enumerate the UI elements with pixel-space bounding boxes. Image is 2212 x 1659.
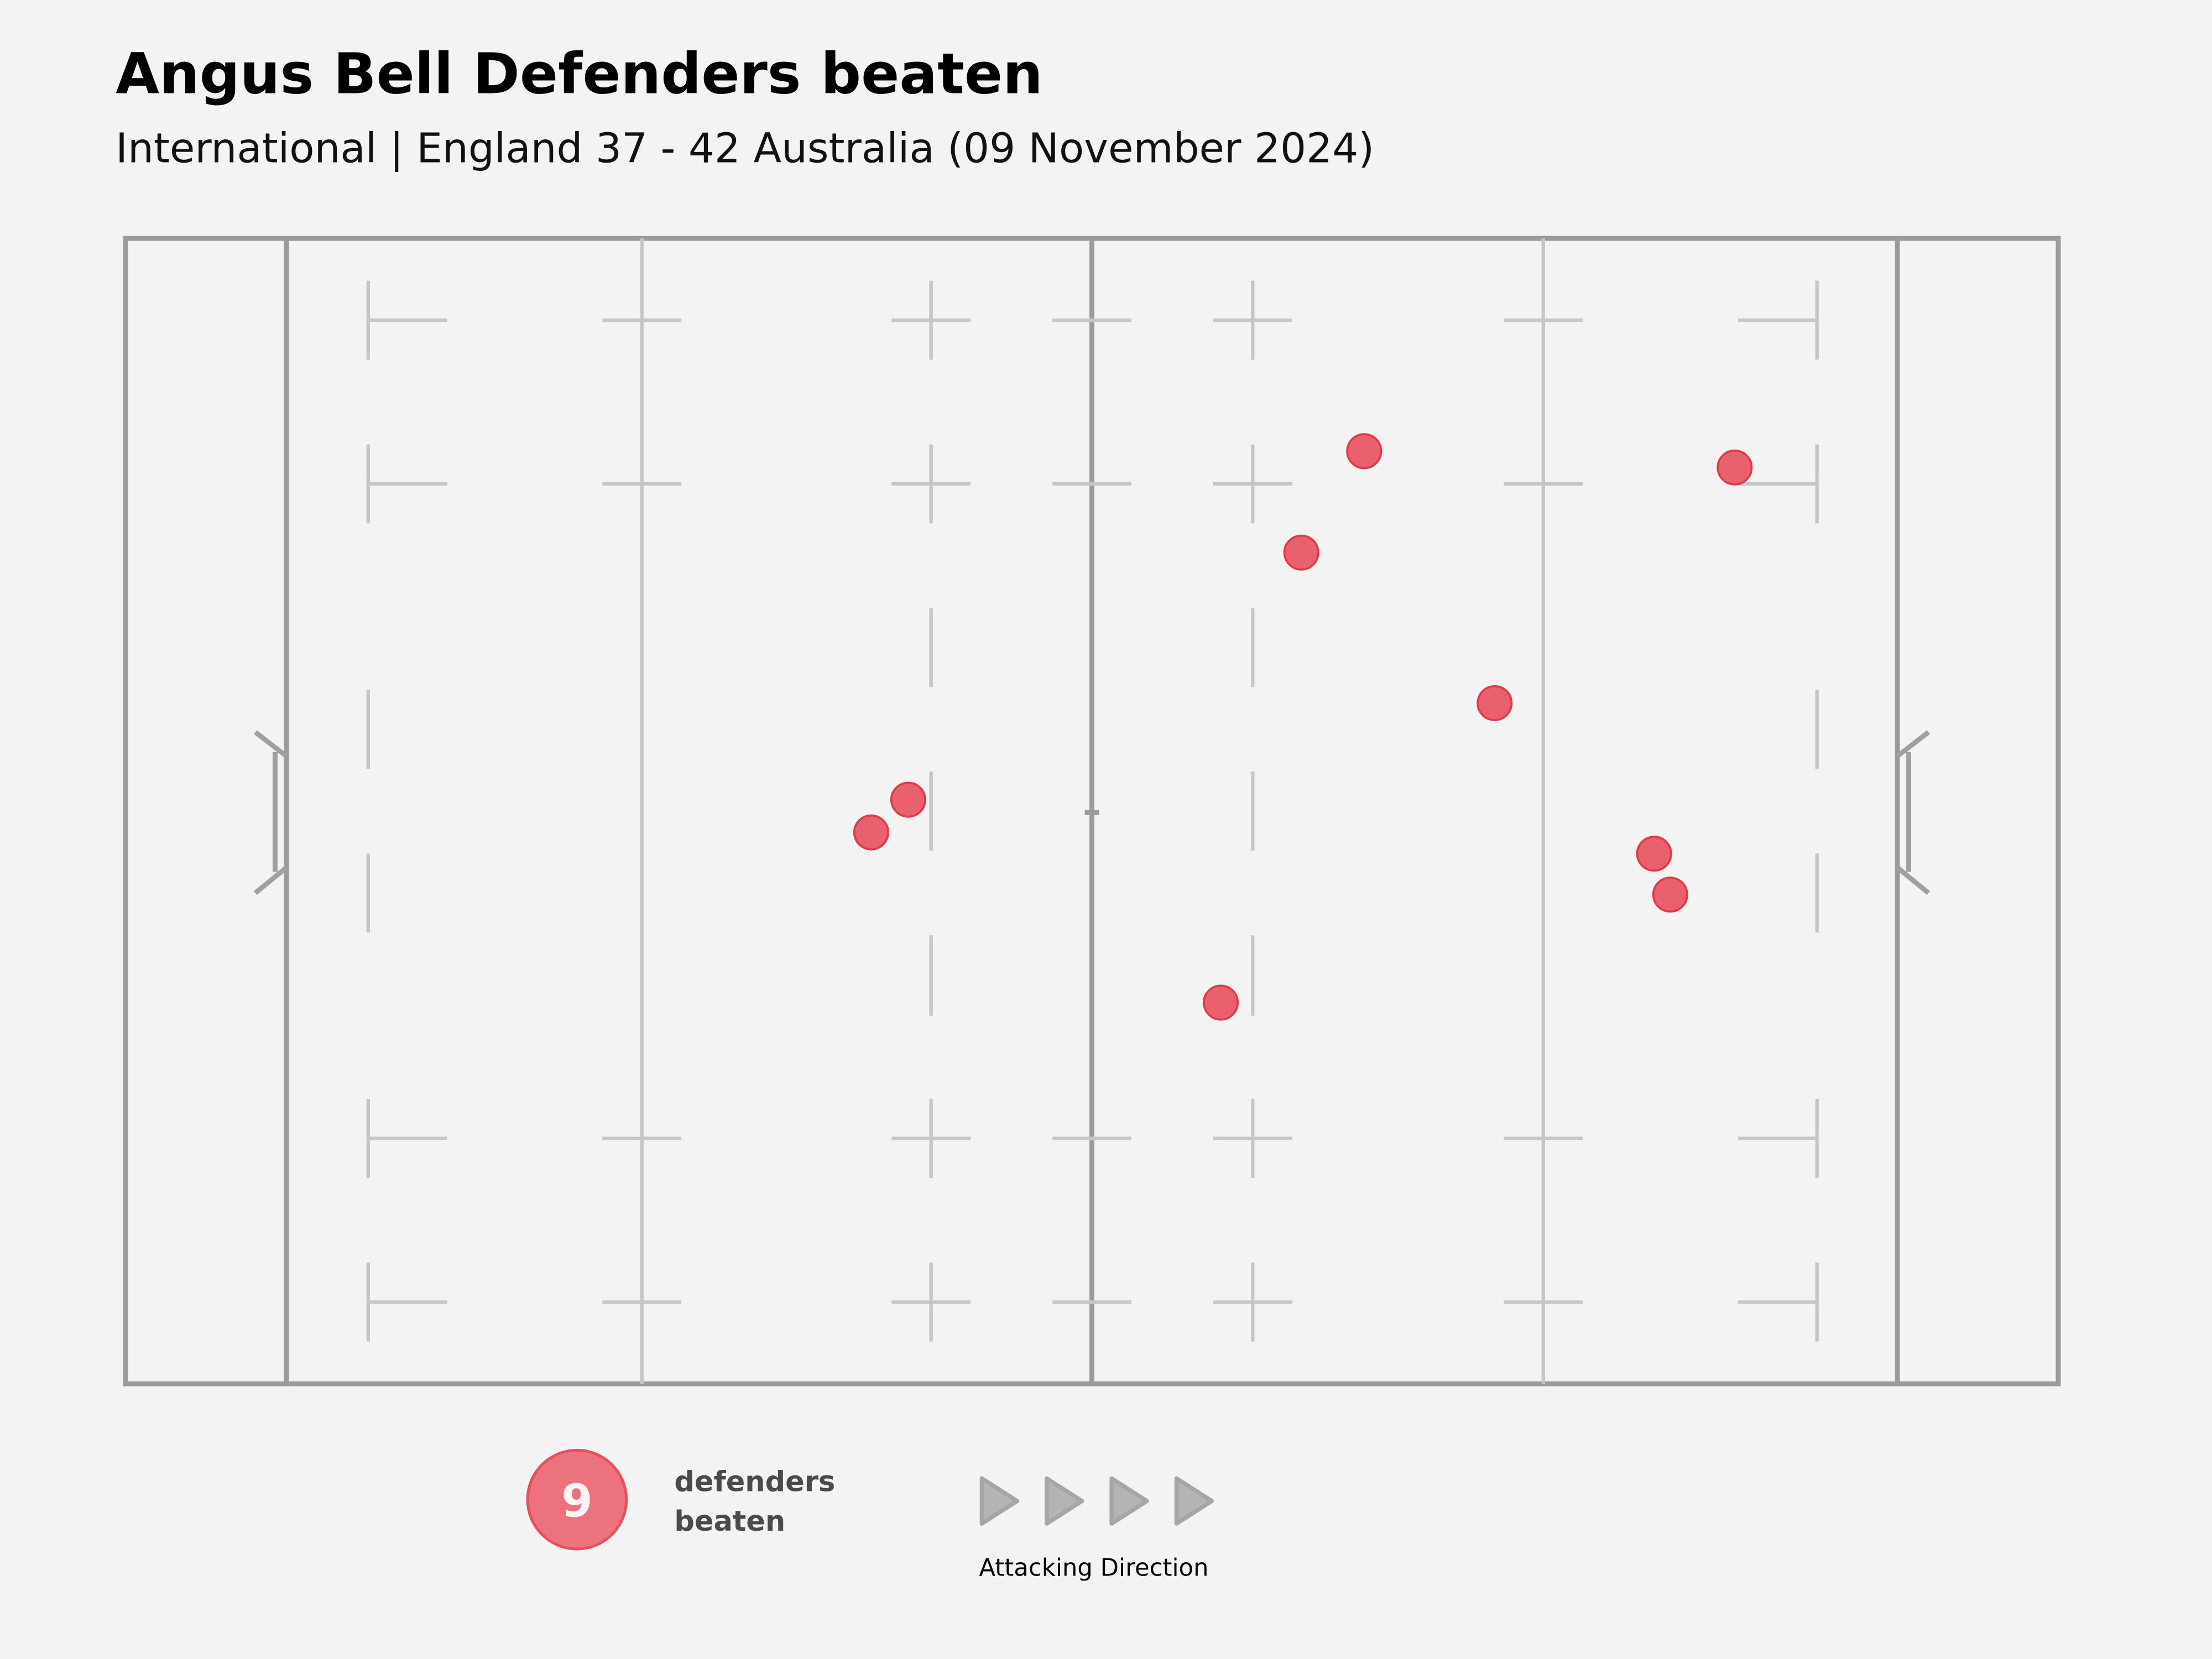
goal-post-left-arm	[253, 865, 288, 895]
count-value: 9	[561, 1475, 593, 1527]
legend-label-line1: defenders	[674, 1465, 835, 1498]
defender-beaten-point	[890, 781, 926, 818]
defender-beaten-point	[853, 814, 889, 851]
arrow-right-icon	[1174, 1476, 1214, 1526]
legend: 9 defenders beaten Attacking Direction	[526, 1448, 1214, 1582]
defender-beaten-point	[1203, 984, 1239, 1021]
defender-beaten-point	[1652, 877, 1688, 913]
attacking-direction-label: Attacking Direction	[979, 1554, 1208, 1582]
data-points	[853, 433, 1753, 1021]
chart-title: Angus Bell Defenders beaten	[116, 41, 1043, 107]
legend-label-line2: beaten	[674, 1505, 785, 1538]
chart-subtitle: International | England 37 - 42 Australi…	[116, 124, 1374, 172]
goal-post-right-arm	[1896, 730, 1930, 758]
defender-beaten-point	[1346, 433, 1383, 469]
arrow-right-icon	[1045, 1476, 1084, 1526]
defender-beaten-point	[1636, 836, 1672, 872]
arrow-right-icon	[1109, 1476, 1149, 1526]
goal-post-right-arm	[1896, 865, 1931, 895]
arrow-right-icon	[979, 1476, 1020, 1526]
rugby-pitch	[123, 236, 2061, 1387]
defender-beaten-point	[1717, 449, 1753, 486]
count-badge	[526, 1448, 628, 1551]
attacking-direction-arrows	[979, 1476, 1214, 1526]
defender-beaten-point	[1477, 685, 1513, 722]
goal-post-left-arm	[254, 730, 288, 758]
defender-beaten-point	[1283, 534, 1319, 571]
